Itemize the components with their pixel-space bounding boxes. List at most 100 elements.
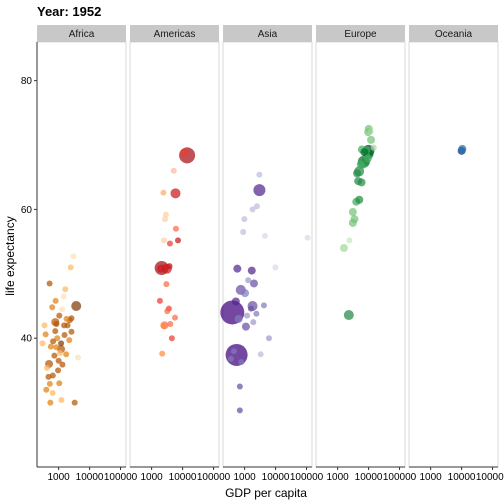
data-point xyxy=(74,354,81,361)
data-point xyxy=(68,328,75,335)
data-point xyxy=(71,399,78,406)
x-tick-label: 100000 xyxy=(383,472,417,483)
facet-strip-label: Africa xyxy=(69,29,95,40)
data-point xyxy=(49,304,56,311)
data-point xyxy=(458,144,467,153)
data-point xyxy=(160,189,167,196)
data-point xyxy=(47,343,54,350)
data-point xyxy=(230,348,237,355)
y-tick-label: 80 xyxy=(21,76,33,87)
data-point xyxy=(163,281,170,288)
data-point xyxy=(234,314,243,323)
y-axis: 40 60 80 xyxy=(21,42,38,467)
data-point xyxy=(225,343,248,366)
data-point xyxy=(51,352,58,359)
data-point xyxy=(60,293,67,300)
facet-strip-label: Asia xyxy=(258,29,278,40)
data-point xyxy=(250,319,257,326)
data-point xyxy=(160,237,167,244)
data-point xyxy=(58,340,65,347)
data-point xyxy=(236,407,243,414)
data-point xyxy=(265,335,272,342)
data-point xyxy=(170,188,181,199)
data-point xyxy=(160,322,167,329)
x-tick-label: 1000 xyxy=(234,472,257,483)
data-point xyxy=(367,128,374,135)
data-point xyxy=(348,208,357,216)
data-point xyxy=(156,264,165,273)
x-axis-title: GDP per capita xyxy=(225,486,307,500)
data-point xyxy=(45,373,52,380)
data-point xyxy=(170,167,177,174)
data-point xyxy=(174,237,181,244)
data-point xyxy=(166,263,173,270)
facet-europe: Europe 1000 10000 100000 xyxy=(315,25,417,483)
data-point xyxy=(249,206,256,213)
facet-strip xyxy=(37,25,126,42)
data-point xyxy=(253,203,260,210)
data-point xyxy=(238,359,245,366)
data-point xyxy=(56,380,63,387)
x-tick-label: 100000 xyxy=(476,472,504,483)
y-tick-label: 40 xyxy=(21,334,33,345)
data-point xyxy=(63,315,70,322)
data-point xyxy=(54,335,61,342)
x-tick-label: 1000 xyxy=(48,472,71,483)
panel-background xyxy=(315,41,406,468)
data-point xyxy=(166,240,173,247)
data-point xyxy=(52,328,59,335)
data-point xyxy=(241,289,250,298)
data-point xyxy=(61,331,68,338)
data-point xyxy=(240,228,247,235)
data-point xyxy=(47,399,54,406)
x-tick-label: 1000 xyxy=(420,472,443,483)
facet-strip xyxy=(130,25,219,42)
data-point xyxy=(231,297,240,306)
data-point xyxy=(55,357,62,364)
data-point xyxy=(348,218,357,227)
data-point xyxy=(354,177,363,186)
data-point xyxy=(247,305,254,312)
x-tick-label: 100000 xyxy=(290,472,324,483)
x-tick-label: 10000 xyxy=(355,472,383,483)
data-point xyxy=(59,361,66,368)
data-point xyxy=(68,315,75,322)
data-point xyxy=(56,350,63,357)
data-point xyxy=(58,397,65,404)
data-point xyxy=(172,314,179,321)
data-point xyxy=(66,337,73,344)
data-point xyxy=(241,322,250,331)
data-point xyxy=(39,340,46,347)
data-point xyxy=(49,389,56,396)
data-point xyxy=(304,234,311,241)
data-point xyxy=(43,386,50,393)
data-point xyxy=(257,351,264,358)
x-tick-label: 1000 xyxy=(327,472,350,483)
facet-strip xyxy=(316,25,405,42)
data-point xyxy=(356,160,365,169)
data-point xyxy=(53,344,60,351)
data-point xyxy=(67,264,74,271)
data-point xyxy=(256,171,263,178)
facet-strip xyxy=(409,25,498,42)
data-point xyxy=(355,195,364,204)
data-point xyxy=(370,144,377,151)
data-point xyxy=(227,355,234,362)
data-point xyxy=(59,306,66,313)
data-point xyxy=(367,135,376,144)
x-tick-label: 10000 xyxy=(448,472,476,483)
data-point xyxy=(247,266,256,275)
data-point xyxy=(343,310,354,321)
x-tick-label: 100000 xyxy=(197,472,231,483)
panel-background xyxy=(36,41,127,468)
x-tick-label: 10000 xyxy=(262,472,290,483)
facet-asia: Asia 1000 10000 100000 xyxy=(220,25,324,483)
data-point xyxy=(161,216,168,223)
facet-strip-label: Europe xyxy=(344,29,377,40)
data-point xyxy=(43,364,50,371)
data-point xyxy=(63,351,70,358)
x-tick-label: 10000 xyxy=(76,472,104,483)
